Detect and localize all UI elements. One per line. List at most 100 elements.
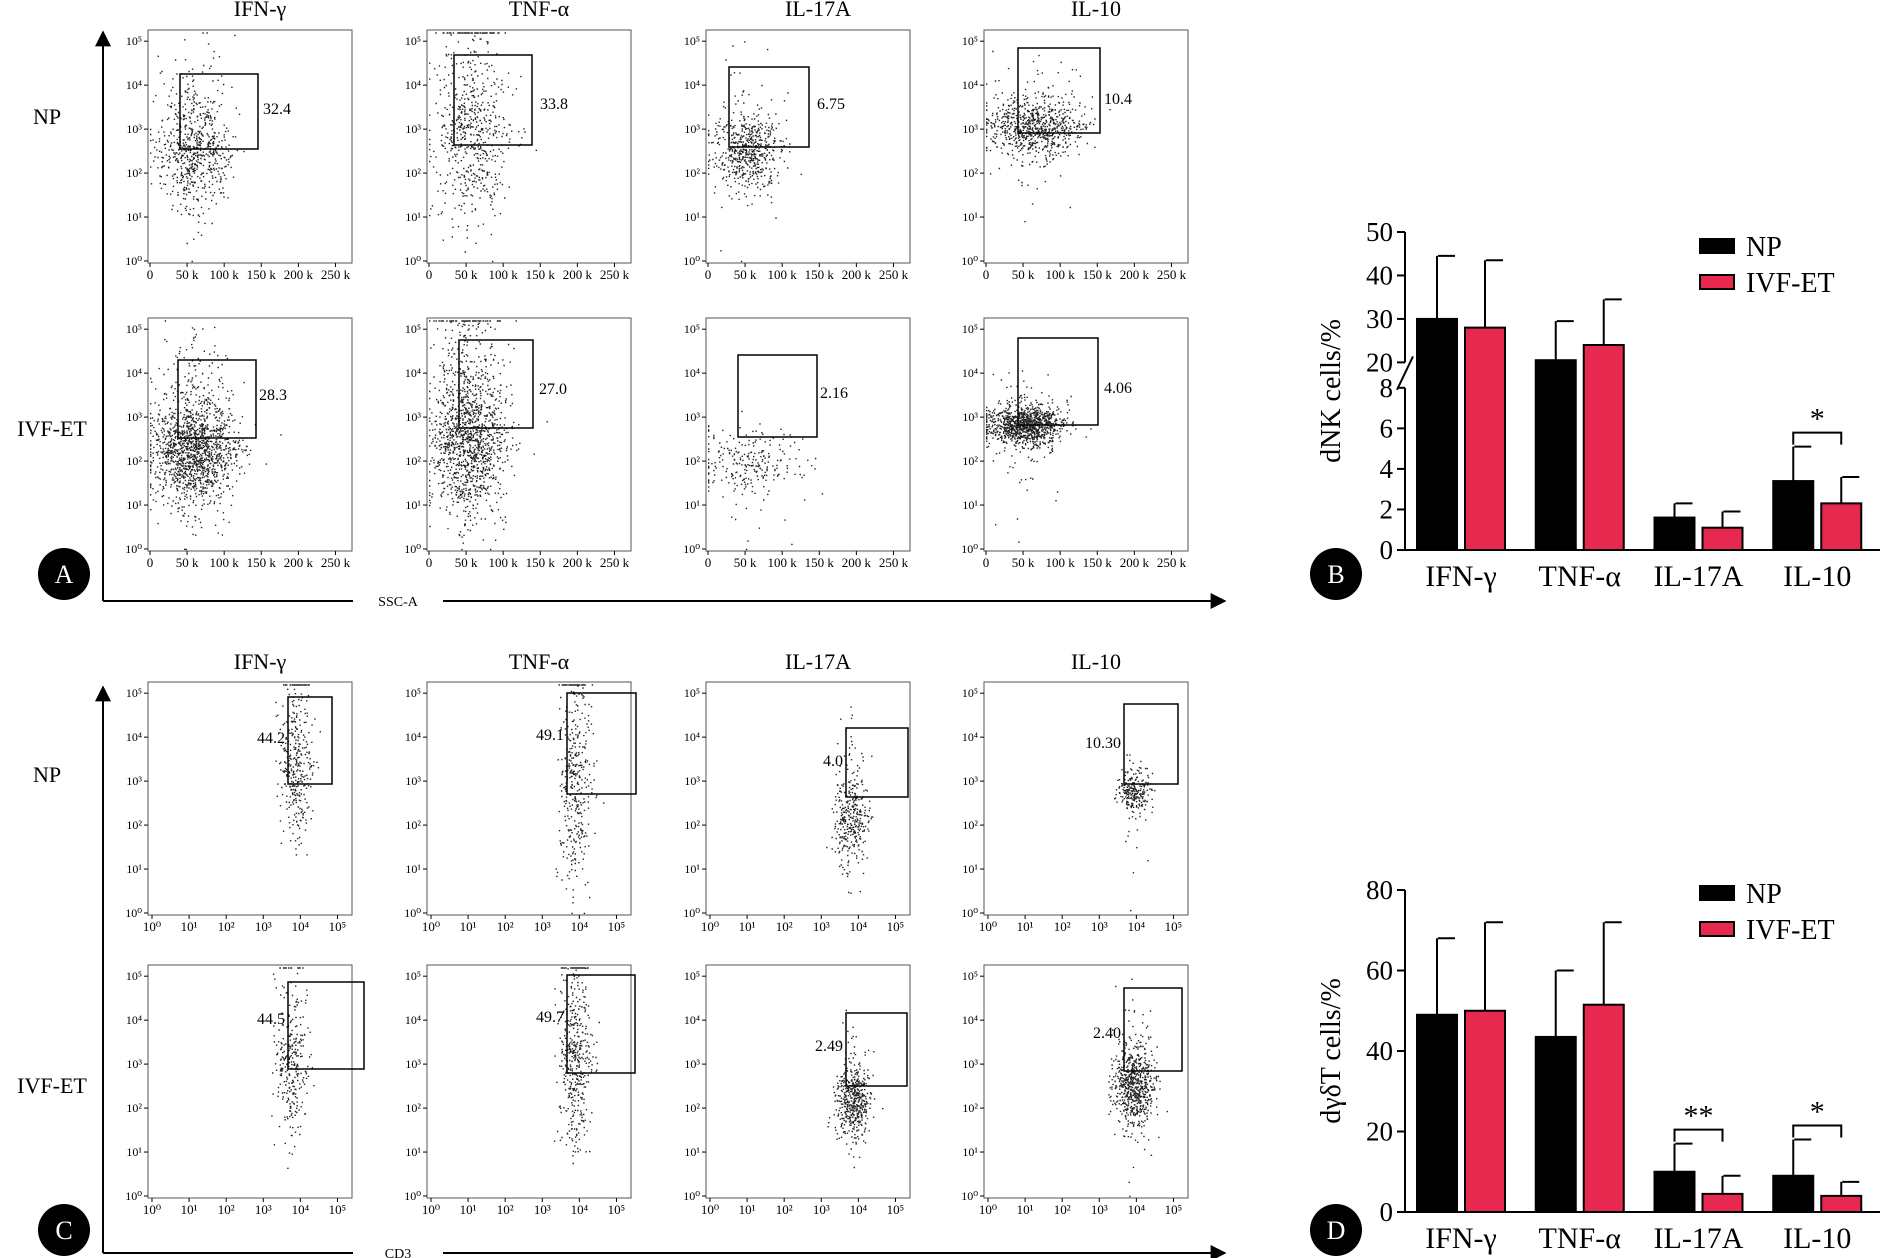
y-tick-label: 40 (1366, 1036, 1393, 1066)
bar-np (1416, 1013, 1458, 1214)
x-tick-label: 150 k (805, 555, 835, 570)
y-tick-label: 10¹ (684, 498, 700, 512)
x-tick-label: 0 (705, 555, 712, 570)
axis-break-mark (1396, 355, 1414, 391)
x-tick-label: 0 (983, 555, 990, 570)
x-tick-label: 0 (705, 267, 712, 282)
x-tick-label: 100 k (1046, 267, 1076, 282)
y-tick-label: 10⁵ (405, 34, 421, 48)
bar-np (1653, 1170, 1696, 1213)
y-tick-label: 10⁵ (962, 969, 978, 983)
x-tick-label: 10¹ (181, 919, 198, 934)
column-title: IFN-γ (234, 649, 287, 674)
y-tick-label: 10³ (684, 1057, 700, 1071)
plot-frame (426, 29, 632, 264)
x-tick-label: 250 k (879, 555, 909, 570)
x-tick-label: 150 k (247, 555, 277, 570)
gate-value: 49.1 (536, 727, 564, 744)
gate-value: 2.49 (815, 1038, 843, 1055)
y-tick-label: 10¹ (684, 1145, 700, 1159)
y-tick-label: 10⁰ (961, 906, 978, 920)
gate-box (737, 354, 818, 438)
panel-letter: C (55, 1216, 72, 1245)
x-tick-label: 10⁴ (571, 1202, 589, 1217)
flow-plot: 10⁰ 10¹ 10² 10³ 10⁴ 10⁵ 0 50 k 100 k 150 k 200 k 25… (125, 317, 353, 570)
x-tick-label: 50 k (455, 555, 478, 570)
plot-frame (705, 29, 911, 264)
panel-letter: A (55, 560, 74, 589)
y-tick-label: 10² (684, 818, 700, 832)
x-tick-label: 10⁰ (701, 919, 719, 934)
x-tick-label: 250 k (321, 555, 351, 570)
y-tick-label: 10⁰ (125, 1189, 142, 1203)
y-tick-label: 10¹ (962, 1145, 978, 1159)
y-tick-label: 10⁵ (126, 322, 142, 336)
y-tick-label: 10¹ (405, 862, 421, 876)
x-tick-label: 10¹ (460, 1202, 477, 1217)
y-tick-label: 10¹ (405, 210, 421, 224)
y-tick-label: 10² (126, 1101, 142, 1115)
y-tick-label: 10³ (126, 410, 142, 424)
x-tick-label: 200 k (563, 555, 593, 570)
plot-frame (147, 964, 353, 1199)
plot-frame (983, 964, 1189, 1199)
x-tick-label: 50 k (1012, 555, 1035, 570)
y-tick-label: 10⁵ (684, 34, 700, 48)
x-tick-label: 200 k (842, 267, 872, 282)
y-tick-label: 10⁴ (126, 730, 142, 744)
y-tick-label: 40 (1366, 260, 1393, 290)
panel-letter-badge (1310, 548, 1362, 600)
flow-plot: 10⁰ 10¹ 10² 10³ 10⁴ 10⁵ 10⁰ 10¹ 10² 10³ 10⁴ 10⁵ 4.0 (683, 681, 911, 934)
y-tick-label: 10⁰ (404, 906, 421, 920)
y-tick-label: 10⁵ (962, 686, 978, 700)
y-tick-label: 10² (405, 818, 421, 832)
y-tick-label: 80 (1366, 875, 1393, 905)
y-tick-label: 10⁴ (405, 366, 421, 380)
gate-box (179, 73, 259, 150)
x-tick-label: 10⁴ (850, 1202, 868, 1217)
x-tick-label: 10⁵ (608, 1202, 626, 1217)
event-dots (708, 41, 803, 263)
plot-frame (705, 964, 911, 1199)
bar-ivf-et (1701, 526, 1744, 552)
y-tick-label: 10¹ (126, 1145, 142, 1159)
x-tick-label: 150 k (526, 555, 556, 570)
gate-value: 32.4 (263, 101, 291, 118)
plot-frame (983, 29, 1189, 264)
flow-plot: 10⁰ 10¹ 10² 10³ 10⁴ 10⁵ 0 50 k 100 k 150 k 200 k 25… (961, 317, 1189, 570)
y-tick-label: 10⁰ (961, 1189, 978, 1203)
flow-plot: 10⁰ 10¹ 10² 10³ 10⁴ 10⁵ 10⁰ 10¹ 10² 10³ 10⁴ 10⁵ 49.7 (404, 964, 636, 1217)
y-tick-label: 50 (1366, 217, 1393, 247)
y-tick-label: 10⁴ (126, 366, 142, 380)
y-tick-label: 0 (1380, 1197, 1394, 1227)
flow-plot: 10⁰ 10¹ 10² 10³ 10⁴ 10⁵ 0 50 k 100 k 150 k 200 k 25… (404, 29, 632, 282)
y-tick-label: 10⁵ (405, 969, 421, 983)
y-tick-label: 10⁴ (684, 1013, 700, 1027)
x-tick-label: 50 k (176, 267, 199, 282)
x-tick-label: 250 k (600, 267, 630, 282)
y-tick-label: 10⁵ (405, 322, 421, 336)
significance-bracket (1673, 1128, 1724, 1142)
x-tick-label: 10⁰ (422, 919, 440, 934)
y-tick-label: 10² (405, 454, 421, 468)
x-tick-label: 250 k (879, 267, 909, 282)
legend-swatch (1699, 885, 1735, 901)
x-tick-label: 100 k (210, 267, 240, 282)
x-tick-label: 250 k (321, 267, 351, 282)
y-tick-label: 10³ (405, 410, 421, 424)
gate-box (845, 727, 909, 798)
y-axis-label: dNK cells/% (1316, 319, 1347, 463)
bar-ivf-et (1820, 1194, 1863, 1214)
column-title: TNF-α (509, 649, 570, 674)
y-tick-label: 10⁴ (405, 78, 421, 92)
y-tick-label: 10⁵ (962, 34, 978, 48)
y-tick-label: 4 (1380, 454, 1394, 484)
event-dots (708, 410, 824, 551)
y-tick-label: 10⁰ (404, 254, 421, 268)
x-tick-label: 10² (218, 1202, 235, 1217)
x-tick-label: 100 k (1046, 555, 1076, 570)
x-tick-label: 10⁰ (143, 1202, 161, 1217)
gate-box (566, 974, 636, 1074)
